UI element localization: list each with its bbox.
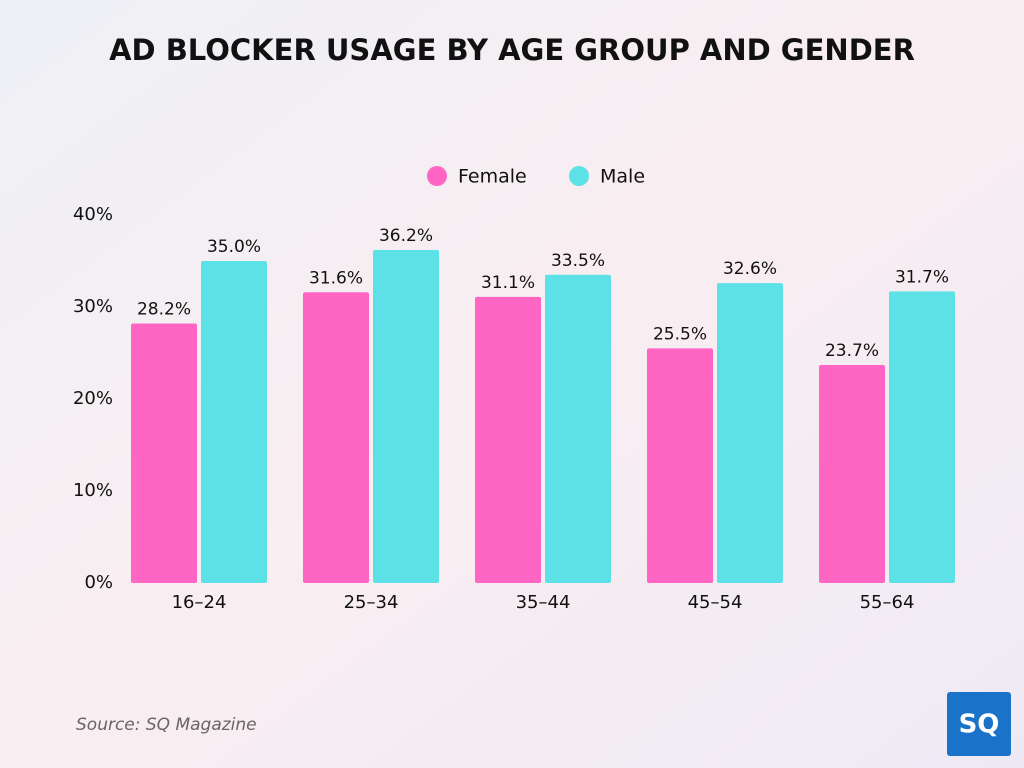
data-label: 25.5% bbox=[653, 324, 707, 344]
source: Source: SQ Magazine bbox=[76, 715, 257, 735]
y-tick-label: 20% bbox=[73, 388, 113, 409]
bar bbox=[889, 291, 955, 583]
data-label: 28.2% bbox=[137, 300, 191, 320]
bar bbox=[717, 283, 783, 583]
bar bbox=[545, 274, 611, 583]
bar bbox=[647, 348, 713, 583]
y-tick-label: 30% bbox=[73, 296, 113, 317]
data-label: 33.5% bbox=[551, 251, 605, 271]
bar bbox=[819, 364, 885, 583]
legend-label: Female bbox=[458, 166, 527, 188]
data-label: 35.0% bbox=[207, 237, 261, 257]
logo-box bbox=[947, 692, 1011, 756]
bar bbox=[131, 323, 197, 583]
chart-title: AD BLOCKER USAGE BY AGE GROUP AND GENDER bbox=[109, 33, 915, 67]
x-tick-label: 55–64 bbox=[860, 592, 915, 613]
logo: SQ bbox=[959, 710, 1000, 740]
x-tick-label: 16–24 bbox=[172, 592, 227, 613]
data-label: 31.6% bbox=[309, 268, 363, 288]
y-tick-label: 10% bbox=[73, 480, 113, 501]
legend-marker bbox=[569, 166, 589, 186]
y-tick-label: 0% bbox=[84, 572, 113, 593]
legend-label: Male bbox=[600, 166, 645, 188]
data-label: 31.1% bbox=[481, 273, 535, 293]
y-tick-label: 40% bbox=[73, 204, 113, 225]
data-label: 32.6% bbox=[723, 259, 777, 279]
x-tick-label: 35–44 bbox=[516, 592, 571, 613]
data-label: 23.7% bbox=[825, 341, 879, 361]
legend-marker bbox=[427, 166, 447, 186]
bar bbox=[475, 296, 541, 583]
x-tick-label: 25–34 bbox=[344, 592, 399, 613]
data-label: 31.7% bbox=[895, 267, 949, 287]
bar bbox=[201, 261, 267, 583]
x-tick-label: 45–54 bbox=[688, 592, 743, 613]
bar bbox=[303, 292, 369, 583]
data-label: 36.2% bbox=[379, 226, 433, 246]
bar bbox=[373, 249, 439, 583]
